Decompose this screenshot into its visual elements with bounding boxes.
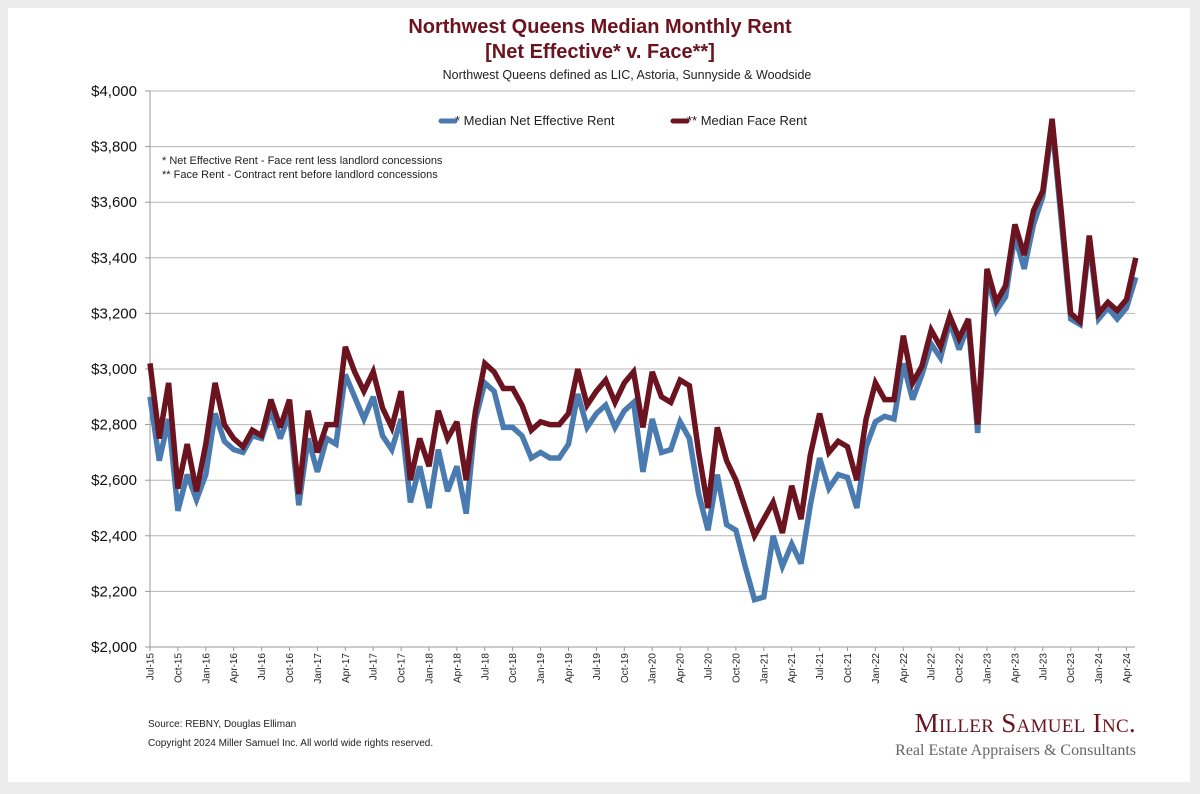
x-tick-label: Jan-24	[1094, 653, 1105, 684]
x-tick-label: Jul-19	[592, 653, 603, 681]
y-tick-label: $3,200	[91, 305, 137, 322]
y-tick-label: $2,600	[91, 472, 137, 489]
x-tick-label: Oct-23	[1066, 653, 1077, 683]
copyright-text: Copyright 2024 Miller Samuel Inc. All wo…	[148, 738, 434, 749]
x-tick-label: Oct-20	[731, 653, 742, 683]
y-tick-label: $2,000	[91, 639, 137, 656]
x-tick-label: Jan-19	[536, 653, 547, 684]
x-tick-label: Apr-22	[899, 653, 910, 683]
x-tick-label: Jul-18	[480, 653, 491, 681]
x-tick-label: Oct-19	[620, 653, 631, 683]
brand-logo: Miller Samuel Inc. Real Estate Appraiser…	[895, 708, 1136, 762]
x-tick-label: Apr-17	[341, 653, 352, 683]
source-text: Source: REBNY, Douglas Elliman	[148, 719, 297, 730]
legend-label-net-effective: * Median Net Effective Rent	[455, 113, 615, 128]
x-tick-label: Oct-17	[397, 653, 408, 683]
y-tick-label: $3,400	[91, 250, 137, 267]
note-net-effective: * Net Effective Rent - Face rent less la…	[162, 155, 443, 167]
chart-title-line2: [Net Effective* v. Face**]	[485, 41, 715, 63]
brand-name: Miller Samuel Inc.	[914, 708, 1136, 738]
y-tick-label: $2,400	[91, 528, 137, 545]
x-tick-label: Jan-18	[425, 653, 436, 684]
x-tick-label: Jan-20	[648, 653, 659, 684]
x-tick-label: Jan-22	[871, 653, 882, 684]
x-tick-label: Oct-15	[173, 653, 184, 683]
definitions-note: * Net Effective Rent - Face rent less la…	[162, 155, 443, 181]
x-tick-label: Jan-17	[313, 653, 324, 684]
x-tick-label: Apr-21	[787, 653, 798, 683]
x-tick-label: Oct-18	[508, 653, 519, 683]
y-tick-label: $3,800	[91, 139, 137, 156]
note-face: ** Face Rent - Contract rent before land…	[162, 169, 438, 181]
x-axis-ticks: Jul-15 Oct-15 Jan-16 Apr-16 Jul-16 Oct-16 Jan-…	[146, 647, 1133, 684]
x-tick-label: Apr-23	[1010, 653, 1021, 683]
x-tick-label: Jul-23	[1038, 653, 1049, 681]
series-lines	[147, 118, 1139, 604]
x-tick-label: Apr-20	[676, 653, 687, 683]
legend-label-face: ** Median Face Rent	[687, 113, 807, 128]
x-tick-label: Oct-16	[285, 653, 296, 683]
x-tick-label: Jan-16	[201, 653, 212, 684]
face-rent-line	[147, 118, 1139, 543]
y-tick-label: $2,200	[91, 583, 137, 600]
x-tick-label: Jul-22	[927, 653, 938, 681]
legend: * Median Net Effective Rent ** Median Fa…	[438, 113, 807, 128]
x-tick-label: Jan-23	[983, 653, 994, 684]
y-tick-label: $3,000	[91, 361, 137, 378]
x-tick-label: Jul-15	[146, 653, 157, 681]
x-tick-label: Jul-20	[704, 653, 715, 681]
y-tick-label: $4,000	[91, 83, 137, 100]
y-tick-label: $2,800	[91, 417, 137, 434]
y-tick-label: $3,600	[91, 194, 137, 211]
x-tick-label: Oct-22	[955, 653, 966, 683]
chart-subtitle: Northwest Queens defined as LIC, Astoria…	[442, 68, 812, 82]
x-tick-label: Jul-16	[257, 653, 268, 681]
x-tick-label: Jan-21	[759, 653, 770, 684]
chart-title: Northwest Queens Median Monthly Rent	[408, 16, 792, 38]
chart-card	[8, 8, 1190, 782]
x-tick-label: Apr-18	[452, 653, 463, 683]
y-axis-ticks: $2,000 $2,200 $2,400 $2,600 $2,800 $3,000 $3,2…	[91, 83, 150, 656]
x-tick-label: Apr-16	[229, 653, 240, 683]
x-tick-label: Jul-17	[369, 653, 380, 681]
brand-tagline: Real Estate Appraisers & Consultants	[895, 742, 1136, 759]
net-effective-rent-line	[147, 124, 1139, 604]
x-tick-label: Oct-21	[843, 653, 854, 683]
x-tick-label: Apr-19	[564, 653, 575, 683]
x-tick-label: Jul-21	[815, 653, 826, 681]
x-tick-label: Apr-24	[1122, 653, 1133, 683]
